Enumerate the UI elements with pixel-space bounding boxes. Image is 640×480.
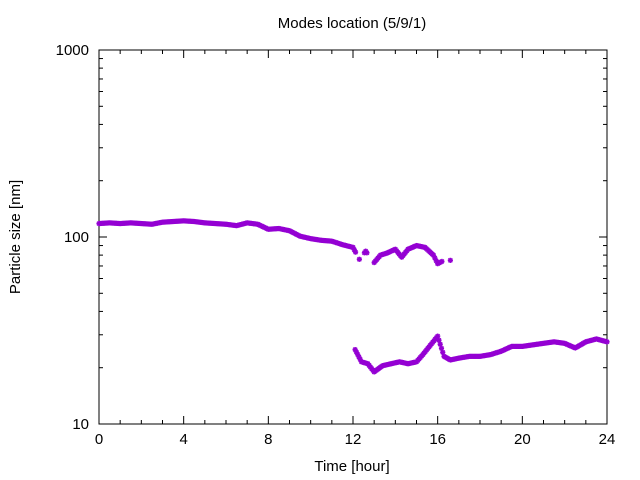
data-point — [352, 249, 359, 255]
x-tick-label: 12 — [345, 431, 362, 448]
x-tick-label: 8 — [264, 431, 272, 448]
y-tick-label: 1000 — [56, 42, 89, 59]
y-axis-label: Particle size [nm] — [7, 180, 24, 294]
data-point — [435, 333, 441, 339]
data-point — [437, 341, 443, 347]
y-tick-label: 10 — [72, 416, 89, 433]
data-point — [439, 258, 445, 265]
x-tick-label: 16 — [429, 431, 446, 448]
x-tick-label: 0 — [95, 431, 103, 448]
data-point — [440, 349, 446, 355]
data-points — [96, 218, 610, 375]
x-tick-label: 24 — [599, 431, 616, 448]
x-axis-label: Time [hour] — [314, 458, 389, 475]
data-point — [356, 256, 362, 262]
data-point — [438, 345, 445, 351]
data-point — [364, 250, 370, 256]
data-point — [447, 257, 453, 263]
data-point — [604, 339, 610, 345]
chart-title: Modes location (5/9/1) — [278, 15, 426, 32]
x-tick-label: 20 — [514, 431, 531, 448]
data-point — [436, 337, 442, 343]
plot-frame — [98, 49, 608, 425]
y-tick-label: 100 — [64, 229, 89, 246]
axes: 0 4 8 12 16 20 24 10 100 1000 — [56, 42, 616, 448]
x-tick-label: 4 — [179, 431, 187, 448]
